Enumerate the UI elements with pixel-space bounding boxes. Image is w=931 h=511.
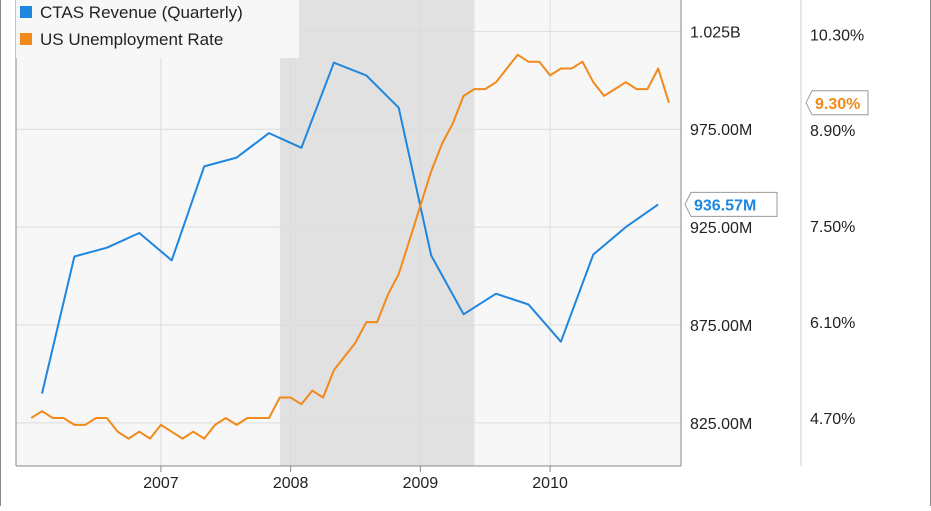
legend-background	[16, 0, 299, 58]
right-axis-tick-label: 6.10%	[810, 315, 855, 332]
left-axis-tick-label: 1.025B	[690, 24, 741, 41]
label-layer: 936.57M 9.30%	[684, 90, 869, 217]
right-axis-tick-label: 8.90%	[810, 123, 855, 140]
legend: CTAS Revenue (Quarterly) US Unemployment …	[16, 0, 299, 58]
x-axis-tick-label: 2007	[143, 475, 179, 492]
right-axis-tick-label: 7.50%	[810, 219, 855, 236]
end-label-box	[805, 90, 869, 116]
left-axis-tick-label: 825.00M	[690, 416, 752, 433]
legend-swatch	[20, 6, 32, 18]
grid-layer	[16, 0, 681, 466]
unemployment-end-label: 9.30%	[805, 90, 869, 116]
series-line-ctas-revenue	[41, 61, 659, 394]
legend-label: CTAS Revenue (Quarterly)	[40, 3, 243, 22]
end-label-text: 9.30%	[815, 96, 860, 113]
left-axis-tick-label: 975.00M	[690, 122, 752, 139]
legend-swatch	[20, 33, 32, 45]
left-axis-tick-label: 875.00M	[690, 318, 752, 335]
axis-layer: 1.025B 975.00M 925.00M 875.00M 825.00M 10.30%…	[143, 24, 864, 492]
end-label-box	[684, 191, 778, 217]
right-axis-tick-label: 4.70%	[810, 411, 855, 428]
left-axis-tick-label: 925.00M	[690, 220, 752, 237]
recession-shading	[279, 0, 475, 466]
revenue-end-label: 936.57M	[684, 191, 778, 217]
right-axis-tick-label: 10.30%	[810, 27, 864, 44]
x-axis-tick-label: 2010	[532, 475, 568, 492]
x-axis-tick-label: 2008	[273, 475, 309, 492]
x-axis-tick-label: 2009	[403, 475, 439, 492]
end-label-text: 936.57M	[694, 197, 756, 214]
series-layer	[30, 53, 670, 440]
legend-label: US Unemployment Rate	[40, 30, 223, 49]
series-line-unemployment-rate	[30, 53, 670, 440]
